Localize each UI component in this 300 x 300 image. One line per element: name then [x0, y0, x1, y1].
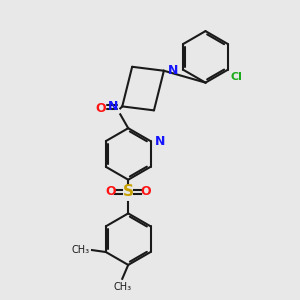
Text: N: N	[168, 64, 178, 77]
Text: N: N	[154, 135, 165, 148]
Text: O: O	[105, 185, 116, 198]
Text: O: O	[141, 185, 151, 198]
Text: CH₃: CH₃	[72, 245, 90, 255]
Text: O: O	[95, 102, 106, 115]
Text: S: S	[123, 184, 134, 199]
Text: N: N	[108, 100, 118, 113]
Text: CH₃: CH₃	[113, 282, 131, 292]
Text: Cl: Cl	[231, 72, 243, 82]
